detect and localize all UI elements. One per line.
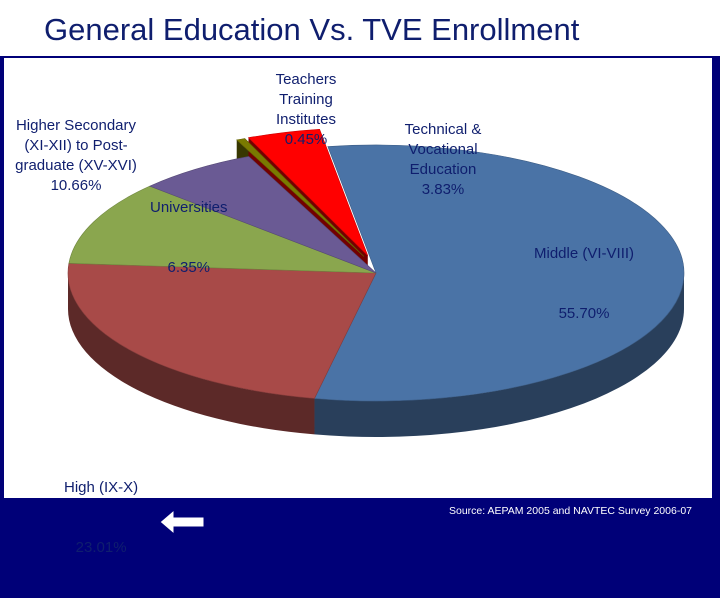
- pie-slice-1: [67, 262, 377, 399]
- label-teachers-training-value: 0.45%: [284, 131, 328, 148]
- slide-title: General Education Vs. TVE Enrollment: [44, 12, 580, 47]
- label-universities: Universities 6.35%: [150, 158, 228, 318]
- label-universities-name: Universities: [150, 199, 228, 216]
- label-middle: Middle (VI-VIII) 55.70%: [534, 204, 634, 364]
- pie-slice-side-1: [67, 273, 315, 435]
- label-tve: Technical & Vocational Education 3.83%: [388, 120, 498, 200]
- label-higher-secondary: Higher Secondary (XI-XII) to Post-gradua…: [8, 116, 144, 196]
- pie-slice-3: [148, 156, 377, 274]
- pie-slice-side-0: [314, 273, 684, 438]
- title-band: [0, 0, 720, 56]
- pie-slice-5: [247, 128, 369, 256]
- label-middle-value: 55.70%: [558, 305, 610, 322]
- label-middle-name: Middle (VI-VIII): [534, 245, 635, 262]
- label-universities-value: 6.35%: [167, 259, 211, 276]
- label-teachers-training: Teachers Training Institutes 0.45%: [256, 70, 356, 150]
- chart-area: Middle (VI-VIII) 55.70% High (IX-X) 23.0…: [4, 58, 712, 556]
- label-higher-secondary-value: 10.66%: [50, 177, 102, 194]
- label-tve-value: 3.83%: [421, 181, 465, 198]
- left-arrow-icon[interactable]: [158, 507, 206, 537]
- pie-slice-0: [314, 144, 685, 402]
- label-high: High (IX-X) 23.01%: [64, 438, 138, 598]
- label-tve-name: Technical & Vocational Education: [404, 121, 482, 178]
- pie-chart: [67, 128, 685, 438]
- pie-slice-4: [236, 138, 365, 257]
- label-high-value: 23.01%: [75, 539, 127, 556]
- label-higher-secondary-name: Higher Secondary (XI-XII) to Post-gradua…: [15, 117, 137, 174]
- source-note: Source: AEPAM 2005 and NAVTEC Survey 200…: [449, 505, 692, 517]
- pie-slice-2: [68, 185, 377, 274]
- label-teachers-training-name: Teachers Training Institutes: [275, 71, 337, 128]
- label-high-name: High (IX-X): [64, 479, 139, 496]
